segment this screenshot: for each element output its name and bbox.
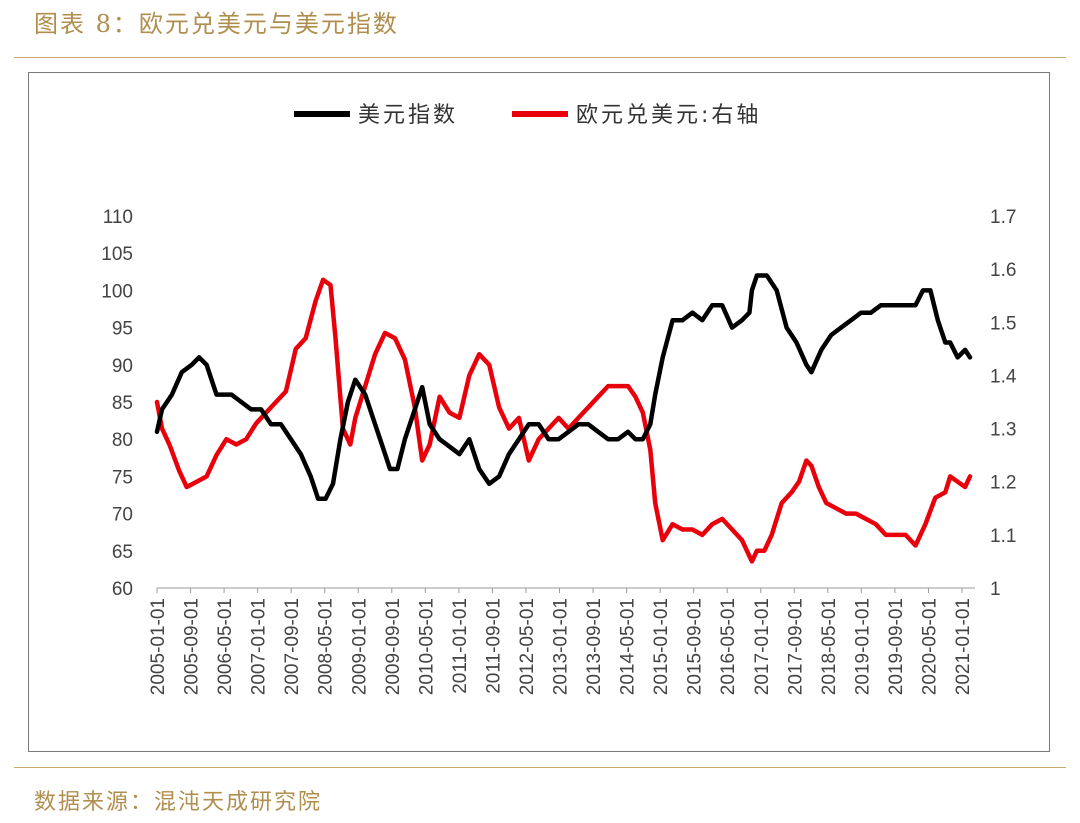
y-left-tick-label: 100 bbox=[101, 281, 133, 302]
x-tick-label: 2017-09-01 bbox=[785, 598, 806, 695]
x-tick-label: 2018-05-01 bbox=[819, 598, 840, 695]
x-tick-label: 2005-09-01 bbox=[182, 598, 203, 695]
x-tick-label: 2015-09-01 bbox=[685, 598, 706, 695]
x-tick-label: 2014-05-01 bbox=[618, 598, 639, 695]
x-tick-label: 2010-05-01 bbox=[416, 598, 437, 695]
y-axis-right: 1 1.1 1.2 1.3 1.4 1.5 1.6 1.7 bbox=[990, 207, 1017, 600]
y-left-tick-label: 110 bbox=[103, 207, 133, 228]
series-line-eurusd bbox=[154, 277, 973, 564]
x-tick-label: 2009-09-01 bbox=[383, 598, 404, 695]
x-tick-label: 2019-09-01 bbox=[886, 598, 907, 695]
y-right-tick-label: 1.2 bbox=[990, 473, 1016, 494]
x-tick-label: 2021-01-01 bbox=[953, 598, 974, 695]
x-tick-label: 2019-01-01 bbox=[852, 598, 873, 695]
chart-frame bbox=[28, 72, 1050, 752]
y-left-tick-label: 105 bbox=[101, 244, 133, 265]
y-left-tick-label: 60 bbox=[112, 579, 133, 600]
x-tick-label: 2011-01-01 bbox=[450, 598, 471, 694]
y-axis-left: 60 65 70 75 80 85 90 95 100 105 110 bbox=[101, 207, 133, 600]
y-right-tick-label: 1.3 bbox=[990, 420, 1016, 441]
x-tick-label: 2009-01-01 bbox=[349, 598, 370, 695]
y-left-tick-label: 75 bbox=[112, 467, 133, 488]
x-tick-label: 2016-05-01 bbox=[718, 598, 739, 695]
x-tick-label: 2013-01-01 bbox=[551, 598, 572, 695]
x-tick-label: 2006-05-01 bbox=[215, 598, 236, 695]
x-tick-label: 2017-01-01 bbox=[752, 598, 773, 695]
x-tick-label: 2005-01-01 bbox=[148, 598, 169, 695]
x-tick-label: 2011-09-01 bbox=[483, 598, 504, 694]
legend-label-usd-index: 美元指数 bbox=[358, 103, 458, 128]
title-divider bbox=[14, 57, 1066, 58]
x-tick-label: 2008-05-01 bbox=[316, 598, 337, 695]
y-right-tick-label: 1 bbox=[990, 579, 1001, 600]
x-tick-label: 2013-09-01 bbox=[584, 598, 605, 695]
chart-legend: 美元指数 欧元兑美元:右轴 bbox=[294, 103, 761, 128]
x-tick-label: 2020-05-01 bbox=[919, 598, 940, 695]
y-right-tick-label: 1.7 bbox=[990, 207, 1016, 228]
x-tick-label: 2007-09-01 bbox=[282, 598, 303, 695]
y-left-tick-label: 85 bbox=[112, 393, 133, 414]
y-right-tick-label: 1.5 bbox=[990, 313, 1016, 334]
y-right-tick-label: 1.1 bbox=[990, 526, 1016, 547]
x-tick-label: 2012-05-01 bbox=[517, 598, 538, 695]
x-tick-label: 2015-01-01 bbox=[651, 598, 672, 695]
y-left-tick-label: 95 bbox=[112, 319, 133, 340]
x-tick-label: 2007-01-01 bbox=[249, 598, 270, 695]
series-layer bbox=[154, 273, 973, 564]
y-right-tick-label: 1.6 bbox=[990, 260, 1016, 281]
y-left-tick-label: 90 bbox=[112, 356, 133, 377]
figure-title: 图表 8：欧元兑美元与美元指数 bbox=[34, 10, 399, 38]
y-left-tick-label: 70 bbox=[112, 505, 133, 526]
y-left-tick-label: 80 bbox=[112, 430, 133, 451]
source-note: 数据来源：混沌天成研究院 bbox=[34, 790, 323, 815]
source-divider bbox=[14, 767, 1066, 768]
y-right-tick-label: 1.4 bbox=[990, 366, 1017, 387]
legend-label-eurusd: 欧元兑美元:右轴 bbox=[576, 103, 761, 128]
x-axis: 2005-01-01 2005-09-01 2006-05-01 2007-01-01… bbox=[148, 588, 974, 695]
series-line-usd-index bbox=[154, 273, 973, 501]
y-left-tick-label: 65 bbox=[112, 542, 133, 563]
